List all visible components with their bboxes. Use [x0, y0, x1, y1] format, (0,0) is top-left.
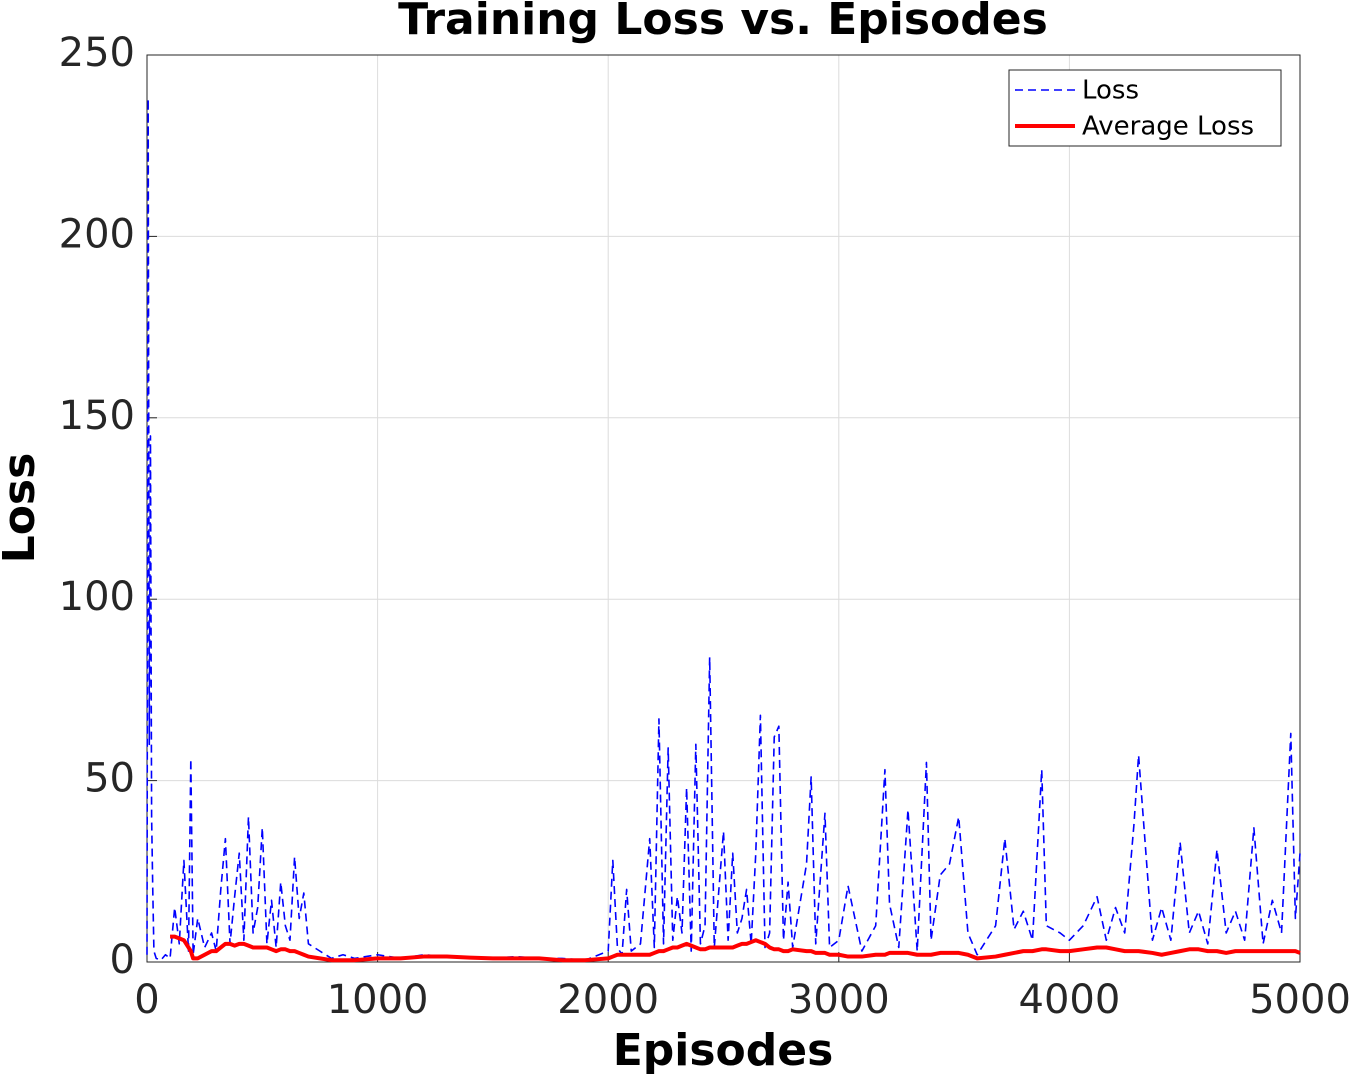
y-tick-label: 50 [84, 756, 135, 802]
x-axis-label: Episodes [613, 1025, 834, 1076]
series-line [170, 934, 1301, 963]
y-tick-label: 200 [59, 211, 135, 257]
y-tick-label: 0 [110, 937, 135, 983]
legend-label: Average Loss [1082, 112, 1254, 142]
x-tick-label: 2000 [557, 977, 659, 1023]
y-tick-label: 100 [59, 574, 135, 620]
x-tick-label: 4000 [1019, 977, 1121, 1023]
legend-label: Loss [1082, 76, 1139, 106]
x-tick-label: 0 [134, 977, 159, 1023]
y-tick-label: 250 [59, 30, 135, 76]
x-tick-label: 5000 [1249, 977, 1351, 1023]
legend-box [1008, 69, 1282, 147]
y-tick-label: 150 [59, 393, 135, 439]
chart-title: Training Loss vs. Episodes [398, 0, 1048, 45]
series-line [146, 97, 1301, 961]
y-axis-label: Loss [0, 453, 45, 564]
x-tick-label: 1000 [327, 977, 429, 1023]
x-tick-label: 3000 [788, 977, 890, 1023]
